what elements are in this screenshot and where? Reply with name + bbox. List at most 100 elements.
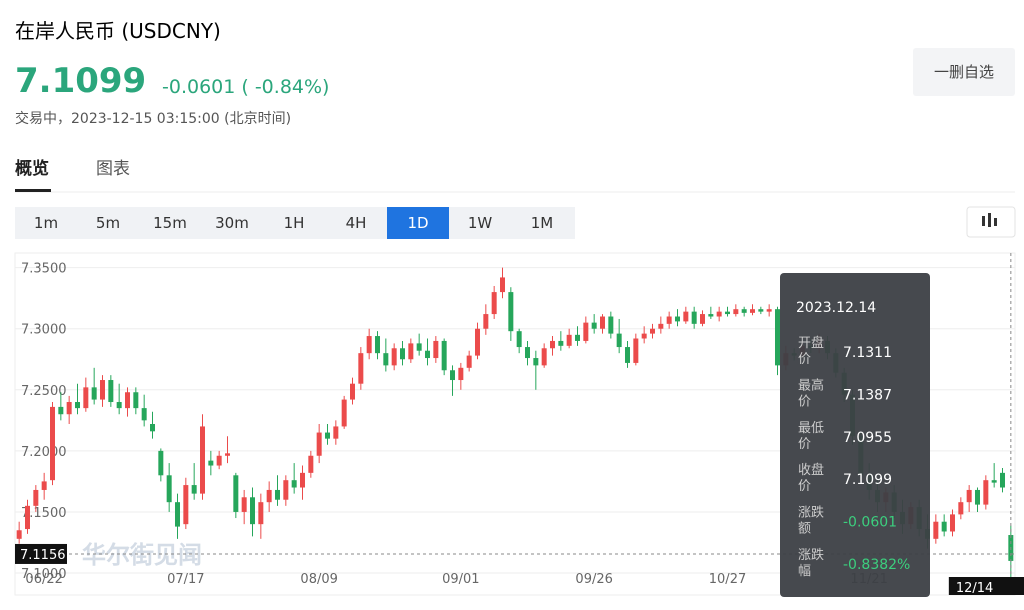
candle-body bbox=[25, 505, 30, 530]
tooltip-label: 价 bbox=[798, 394, 811, 409]
candle-body bbox=[216, 455, 222, 466]
candle-body bbox=[533, 358, 539, 366]
candle-body bbox=[575, 334, 580, 341]
candle-body bbox=[266, 489, 272, 503]
candle-body bbox=[700, 314, 705, 324]
candle-body bbox=[691, 311, 697, 324]
candle-body bbox=[500, 277, 505, 293]
y-tick-label: 7.1500 bbox=[21, 506, 67, 521]
last-price-label: 7.1156 bbox=[20, 548, 66, 563]
tooltip-label: 涨跌 bbox=[798, 547, 824, 563]
candle-body bbox=[766, 309, 772, 312]
period-button[interactable]: 5m bbox=[96, 214, 120, 232]
candle-body bbox=[366, 336, 372, 354]
period-button[interactable]: 1W bbox=[468, 214, 493, 232]
candle-body bbox=[116, 402, 122, 409]
tab[interactable]: 概览 bbox=[15, 158, 49, 179]
tooltip-label: 收盘 bbox=[798, 462, 824, 478]
candle-body bbox=[1000, 472, 1005, 488]
candle-body bbox=[466, 355, 472, 368]
y-tick-label: 7.1000 bbox=[21, 567, 67, 582]
tooltip-label: 价 bbox=[798, 352, 811, 367]
candle-body bbox=[108, 380, 114, 403]
candle-body bbox=[341, 399, 347, 427]
candle-body bbox=[83, 387, 89, 409]
candle-body bbox=[300, 472, 305, 488]
watch-button[interactable] bbox=[913, 48, 1015, 96]
period-button[interactable]: 1M bbox=[531, 214, 554, 232]
candle-body bbox=[33, 489, 39, 506]
candle-body bbox=[483, 314, 489, 329]
period-button[interactable]: 4H bbox=[346, 214, 367, 232]
candle-body bbox=[933, 521, 939, 539]
candle-body bbox=[133, 392, 139, 409]
title: 在岸人民币 (USDCNY) bbox=[15, 19, 221, 43]
candle-body bbox=[666, 316, 672, 324]
tooltip-value: 7.1311 bbox=[843, 345, 892, 361]
candle-body bbox=[50, 406, 55, 481]
period-button[interactable]: 30m bbox=[215, 214, 249, 232]
candle-body bbox=[725, 311, 730, 315]
candle-body bbox=[375, 336, 380, 354]
candle-body bbox=[358, 353, 364, 384]
candle-body bbox=[775, 309, 780, 366]
candle-body bbox=[208, 460, 214, 466]
candle-body bbox=[41, 481, 47, 490]
tooltip-date: 2023.12.14 bbox=[796, 300, 876, 316]
candle-body bbox=[941, 521, 947, 532]
x-tick-label: 06/22 bbox=[25, 572, 62, 587]
candle-body bbox=[166, 475, 172, 503]
candle-body bbox=[741, 309, 747, 313]
y-tick-label: 7.3000 bbox=[21, 323, 67, 338]
period-button[interactable]: 15m bbox=[153, 214, 187, 232]
last-price-box bbox=[15, 543, 67, 564]
watermark: 华尔街见闻 bbox=[82, 541, 202, 569]
candle-body bbox=[566, 334, 572, 346]
candle-body bbox=[16, 530, 22, 539]
candle-body bbox=[291, 480, 297, 488]
period-button[interactable]: 1m bbox=[34, 214, 58, 232]
candle-body bbox=[283, 480, 289, 500]
period-active bbox=[387, 207, 449, 239]
candle-body bbox=[608, 316, 614, 334]
tooltip bbox=[780, 273, 930, 597]
tooltip-label: 价 bbox=[798, 479, 811, 494]
watch-button-label[interactable]: 一删自选 bbox=[934, 63, 994, 81]
tooltip-label: 涨跌 bbox=[798, 505, 824, 521]
candle-body bbox=[308, 455, 314, 473]
candle-body bbox=[58, 406, 64, 415]
candle-body bbox=[150, 424, 155, 432]
candle-body bbox=[350, 383, 355, 400]
tooltip-label: 幅 bbox=[798, 564, 811, 579]
candle-body bbox=[391, 348, 397, 366]
candle-body bbox=[958, 502, 964, 515]
x-tick-label: 07/17 bbox=[167, 572, 204, 587]
candle-body bbox=[650, 328, 655, 334]
candle-body bbox=[450, 370, 455, 381]
candle-body bbox=[491, 292, 497, 315]
y-tick-label: 7.3500 bbox=[21, 262, 67, 277]
x-tick-label: 09/01 bbox=[442, 572, 479, 587]
tooltip-label: 开盘 bbox=[798, 335, 824, 351]
tab[interactable]: 图表 bbox=[96, 159, 130, 179]
tooltip-value: -0.8382% bbox=[843, 557, 910, 573]
candle-body bbox=[675, 316, 680, 322]
candle-body bbox=[200, 426, 205, 494]
crosshair-date: 12/14 bbox=[956, 581, 993, 596]
candle-body bbox=[683, 311, 689, 322]
candle-body bbox=[625, 347, 630, 363]
period-button[interactable]: 1D bbox=[407, 214, 428, 232]
tab-underline bbox=[15, 189, 51, 192]
candle-body bbox=[91, 387, 97, 400]
candle-body bbox=[408, 343, 414, 360]
period-button[interactable]: 1H bbox=[284, 214, 305, 232]
candle-body bbox=[433, 340, 439, 359]
candle-body bbox=[158, 450, 164, 476]
candle-body bbox=[183, 485, 189, 525]
candle-body bbox=[241, 497, 247, 512]
candle-body bbox=[583, 322, 589, 341]
candle-body bbox=[508, 292, 514, 332]
candle-body bbox=[658, 323, 664, 329]
